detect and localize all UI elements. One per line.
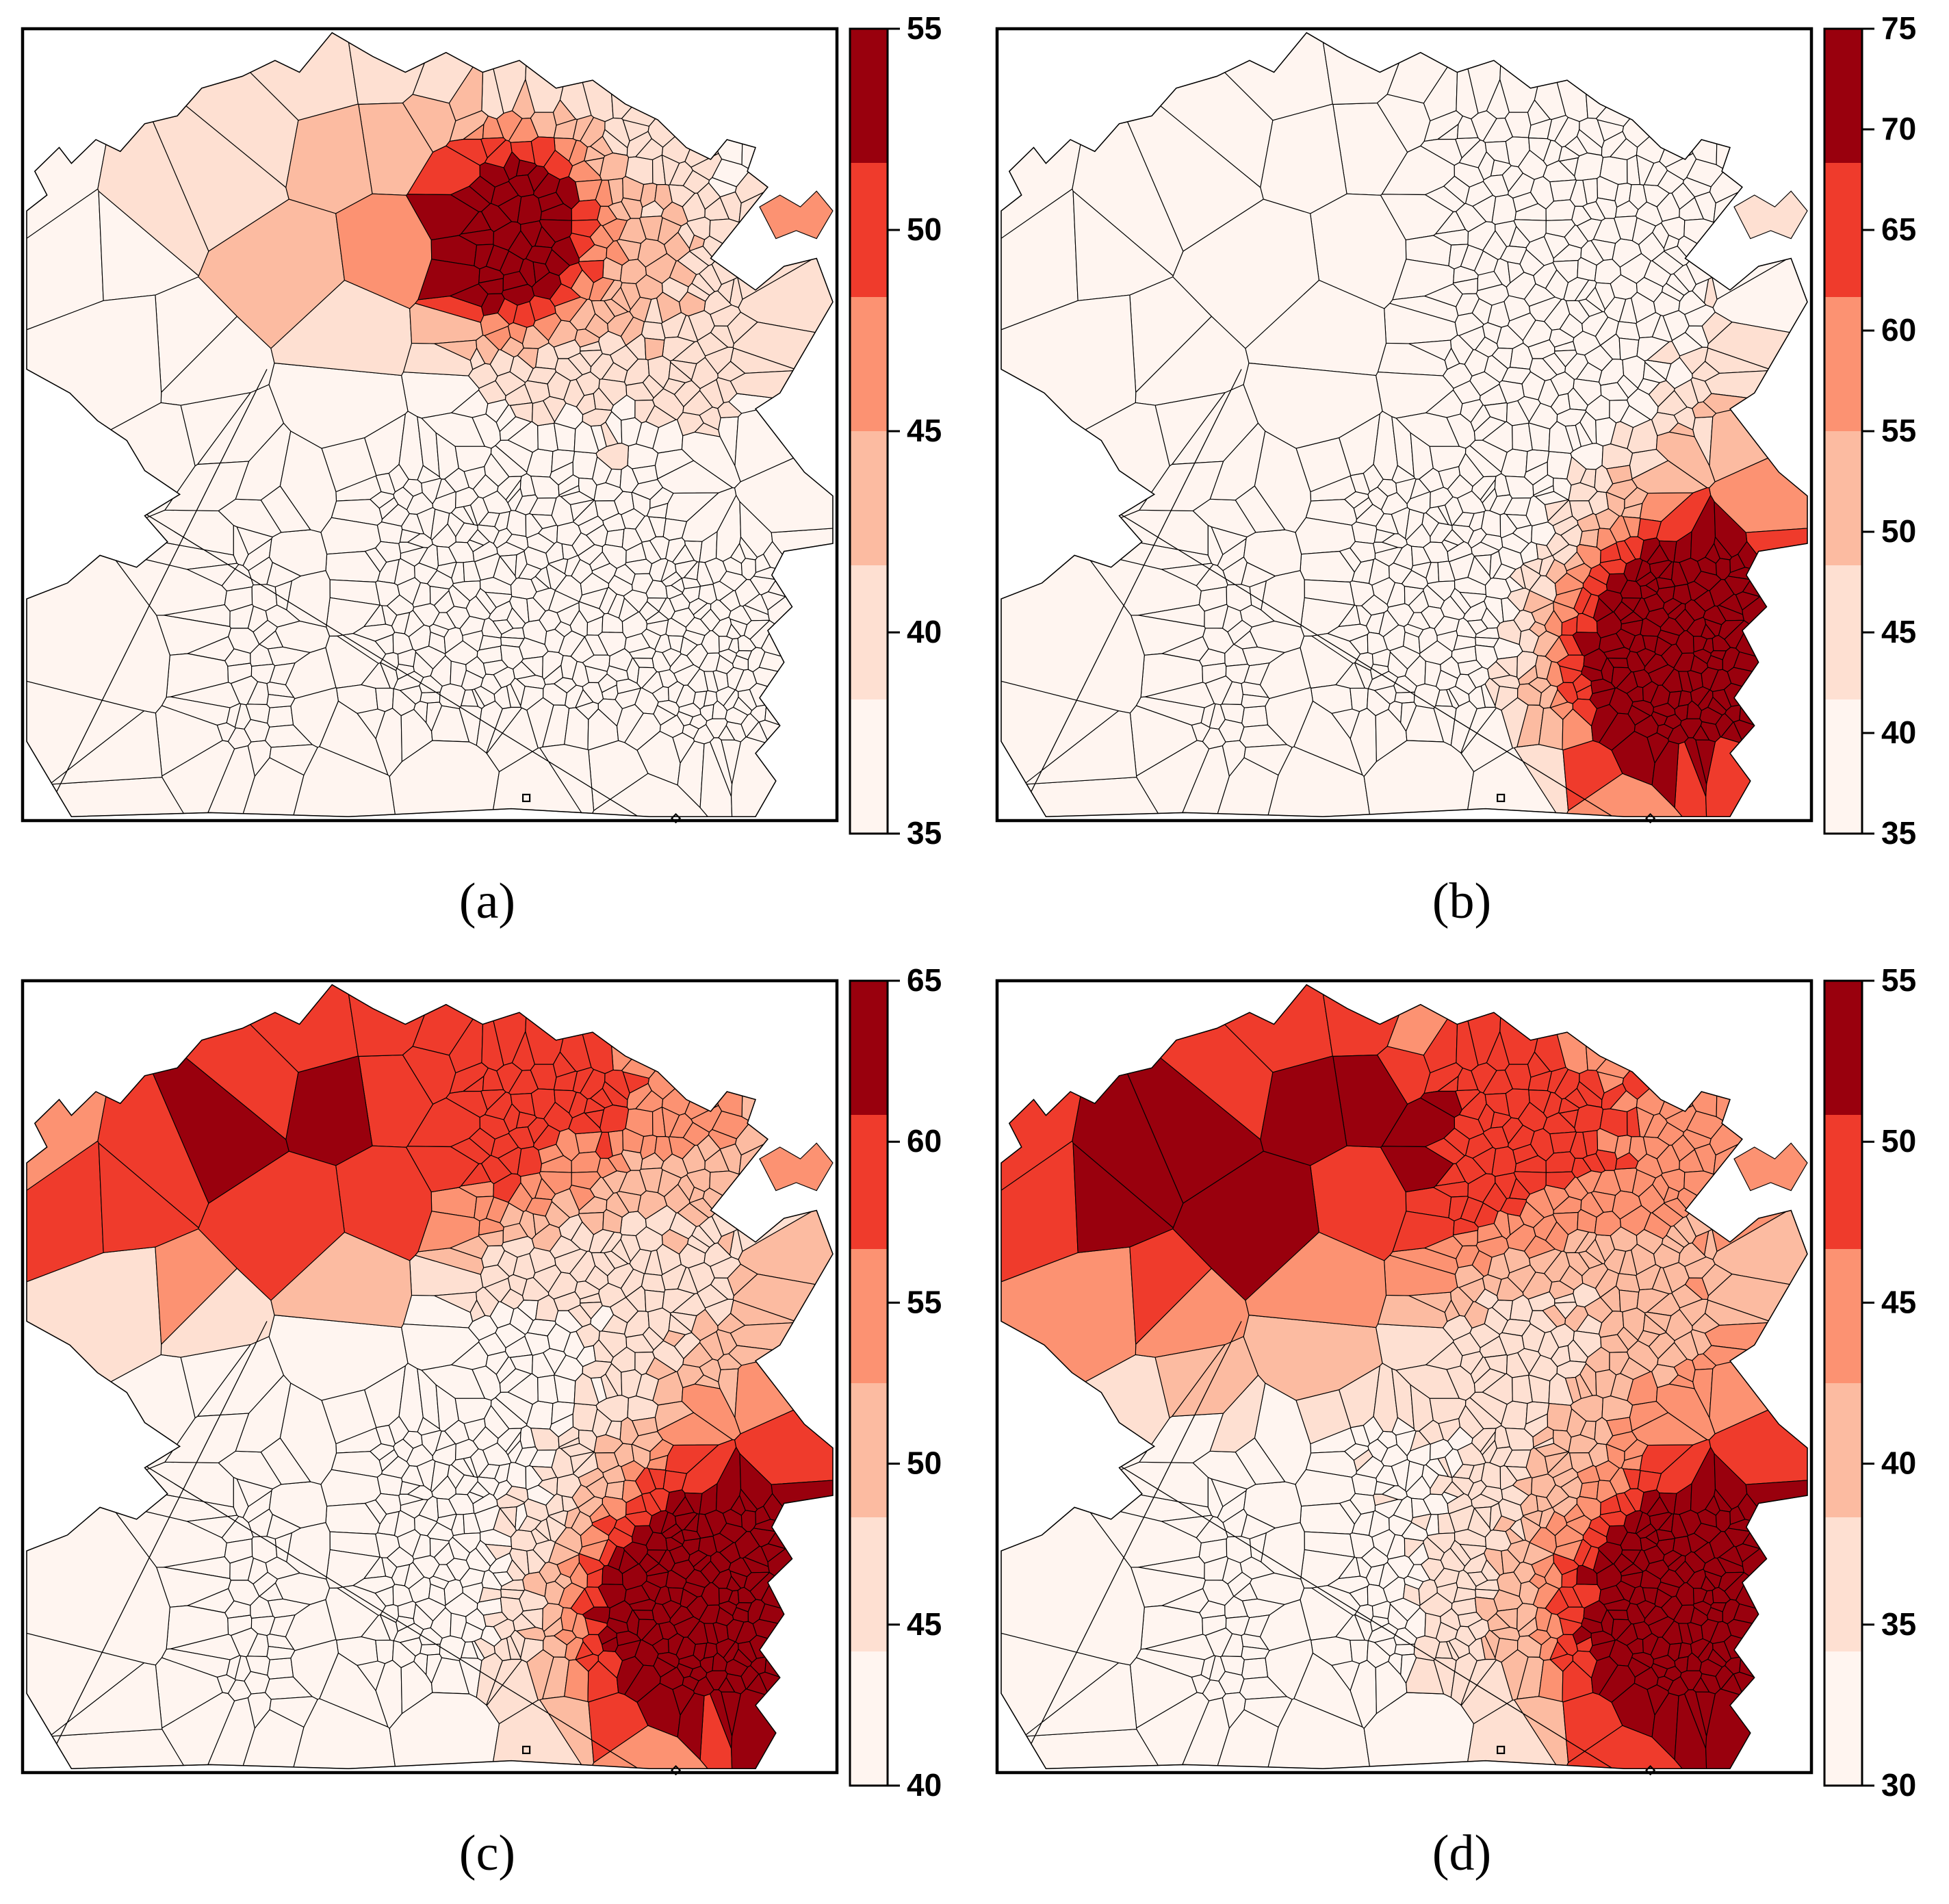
svg-text:40: 40 (1881, 1445, 1916, 1481)
svg-text:65: 65 (1881, 211, 1916, 247)
svg-text:75: 75 (1881, 10, 1916, 46)
svg-text:70: 70 (1881, 111, 1916, 146)
svg-text:50: 50 (1881, 1123, 1916, 1159)
svg-text:65: 65 (907, 962, 942, 998)
svg-text:55: 55 (1881, 962, 1916, 998)
svg-text:50: 50 (907, 211, 942, 247)
svg-text:60: 60 (907, 1123, 942, 1159)
svg-text:40: 40 (907, 614, 942, 649)
svg-text:55: 55 (1881, 413, 1916, 448)
svg-text:55: 55 (907, 10, 942, 46)
svg-text:50: 50 (1881, 513, 1916, 549)
svg-text:55: 55 (907, 1284, 942, 1320)
svg-text:45: 45 (1881, 1284, 1916, 1320)
svg-text:45: 45 (1881, 614, 1916, 649)
svg-text:60: 60 (1881, 312, 1916, 348)
svg-text:30: 30 (1881, 1767, 1916, 1803)
svg-text:40: 40 (1881, 715, 1916, 750)
svg-text:35: 35 (907, 815, 942, 851)
svg-text:35: 35 (1881, 815, 1916, 851)
svg-text:40: 40 (907, 1767, 942, 1803)
svg-text:45: 45 (907, 413, 942, 448)
svg-text:45: 45 (907, 1606, 942, 1642)
svg-text:50: 50 (907, 1445, 942, 1481)
svg-text:35: 35 (1881, 1606, 1916, 1642)
